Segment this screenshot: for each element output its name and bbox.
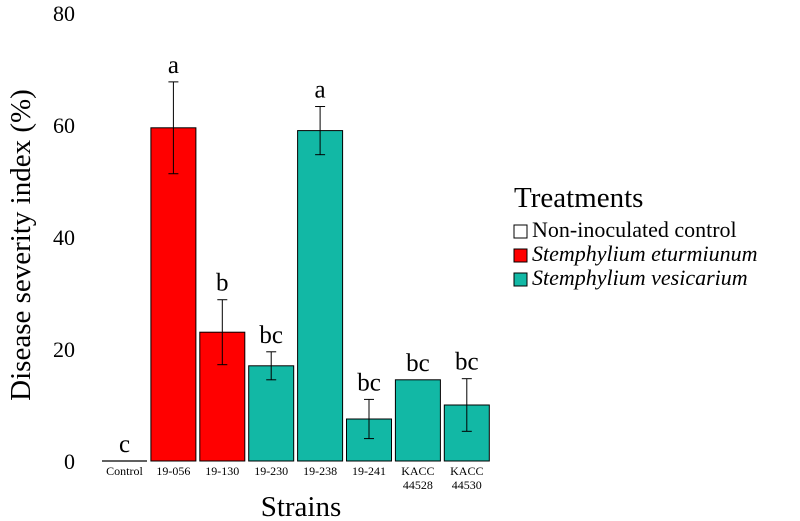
y-tick-label: 0: [64, 449, 75, 474]
legend-swatch: [513, 224, 528, 239]
y-tick-label: 20: [53, 337, 75, 362]
legend-label: Stemphylium eturmiunum: [532, 241, 757, 266]
x-axis-label: Strains: [261, 491, 342, 521]
y-tick-label: 80: [53, 1, 75, 26]
x-tick-label: Control: [106, 464, 143, 478]
x-tick-label: 19-230: [254, 464, 288, 478]
x-tick-label: 19-241: [352, 464, 386, 478]
bar: [150, 127, 197, 462]
x-tick-label: 19-056: [156, 464, 190, 478]
significance-letter: b: [216, 270, 229, 297]
significance-letter: bc: [259, 322, 283, 349]
significance-letter: a: [315, 77, 326, 104]
legend-entry: Stemphylium eturmiunum: [513, 241, 757, 266]
legend: Treatments Non-inoculated controlStemphy…: [513, 182, 757, 290]
bar-group: bc 19-230: [248, 322, 295, 478]
legend-entry: Stemphylium vesicarium: [513, 265, 748, 290]
significance-letter: bc: [357, 369, 381, 396]
y-tick-label: 60: [53, 113, 75, 138]
legend-swatch: [513, 272, 528, 287]
bar-group: c Control: [102, 431, 147, 478]
x-tick-label: 19-130: [205, 464, 239, 478]
legend-label: Stemphylium vesicarium: [532, 265, 748, 290]
x-tick-label: KACC: [401, 464, 434, 478]
x-tick-label: 44528: [403, 478, 433, 492]
bar: [394, 379, 441, 462]
x-tick-label: 44530: [452, 478, 482, 492]
y-axis-ticks: 0 20 40 60 80: [53, 1, 75, 474]
significance-letter: c: [119, 431, 130, 458]
significance-letter: bc: [455, 349, 479, 376]
legend-swatch: [513, 248, 528, 263]
bar-group: bc 19-241: [346, 369, 392, 478]
x-tick-label: 19-238: [303, 464, 337, 478]
x-tick-label: KACC: [450, 464, 483, 478]
y-tick-label: 40: [53, 225, 75, 250]
bar: [297, 130, 344, 462]
y-axis-label: Disease severity index (%): [5, 89, 37, 401]
bar: [248, 365, 295, 462]
significance-letter: bc: [406, 350, 430, 377]
legend-entry: Non-inoculated control: [513, 217, 737, 242]
bars: c Control a 19-056 b 19-130 bc 19-230 a 19-238 bc 1…: [102, 52, 490, 492]
significance-letter: a: [168, 52, 179, 79]
legend-label: Non-inoculated control: [532, 217, 737, 242]
bar-group: b 19-130: [199, 270, 246, 478]
bar-group: a 19-056: [150, 52, 197, 478]
legend-title: Treatments: [514, 182, 643, 214]
bar-group: a 19-238: [297, 77, 344, 478]
